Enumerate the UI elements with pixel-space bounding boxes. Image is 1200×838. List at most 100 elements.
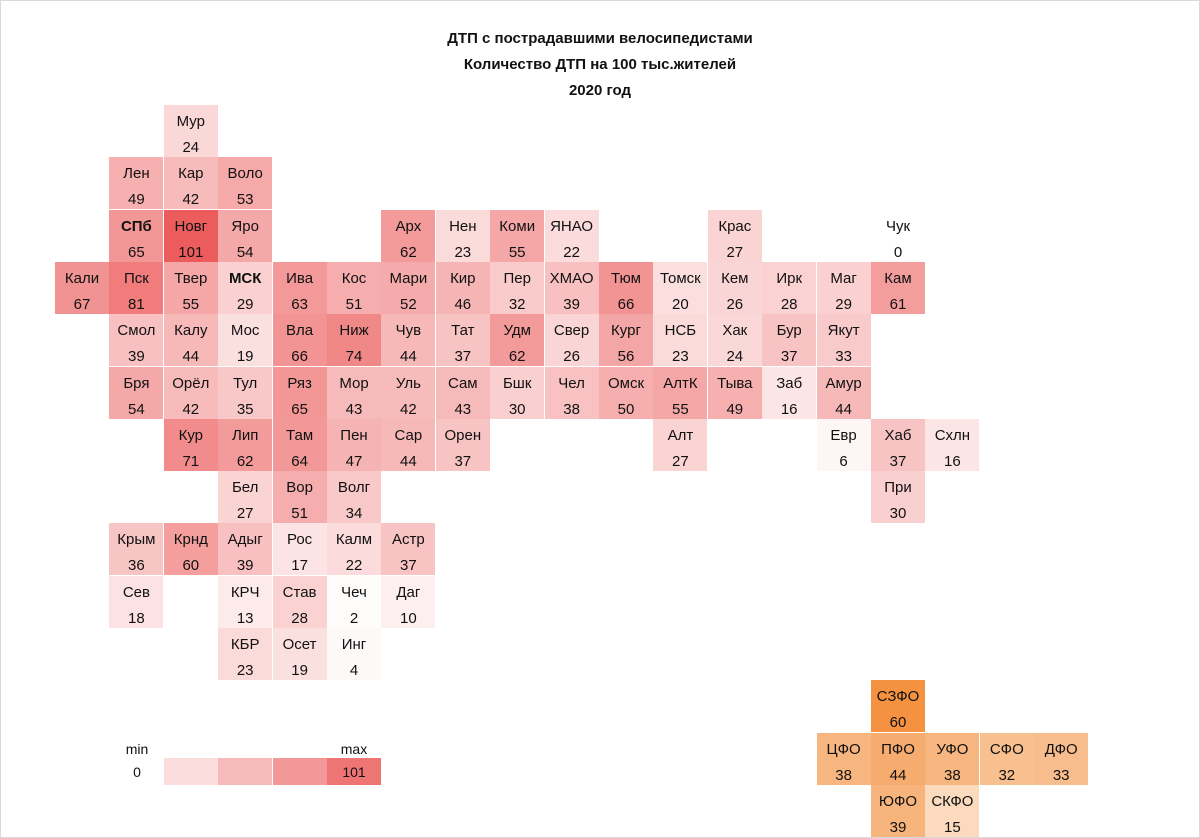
region-tile-value: 29 (236, 295, 254, 313)
region-tile: Пск 81 (109, 261, 164, 314)
region-tile-value: 81 (128, 295, 145, 313)
region-tile-label: Ива (286, 269, 314, 287)
region-tile: Нен 23 (435, 209, 490, 262)
region-tile-value: 0 (893, 243, 903, 261)
region-tile-label: Бел (231, 479, 259, 497)
region-tile-value: 53 (236, 191, 254, 209)
federal-district-tile-label: ЦФО (826, 740, 861, 758)
region-tile-label: Бшк (502, 374, 532, 392)
region-tile: Удм 62 (490, 314, 545, 367)
federal-district-tile: ЦФО 38 (816, 732, 871, 785)
region-tile: Кос 51 (327, 261, 381, 314)
region-tile: Чеч 2 (327, 575, 381, 628)
region-tile-label: Сев (122, 583, 150, 601)
region-tile-label: Чеч (341, 583, 367, 601)
region-tile-value: 65 (291, 400, 308, 418)
region-tile-value: 27 (672, 452, 689, 470)
region-tile-value: 42 (182, 400, 200, 418)
region-tile: Тат 37 (435, 314, 490, 367)
federal-district-tile-label: СКФО (931, 792, 974, 810)
region-tile-label: Маг (830, 269, 857, 287)
chart-title: ДТП с пострадавшими велосипедистами (447, 30, 753, 47)
federal-district-tile-value: 60 (889, 714, 907, 732)
region-tile-label: Смол (117, 322, 156, 340)
federal-district-tile-value: 33 (1052, 766, 1070, 784)
region-tile: Бур 37 (762, 314, 817, 367)
federal-district-tile-label: СФО (989, 740, 1024, 758)
region-tile: Осет 19 (272, 628, 327, 680)
region-tile-label: Вла (286, 322, 314, 340)
chart-year: 2020 год (568, 82, 632, 99)
region-tile-label: Кург (611, 322, 641, 340)
region-tile-label: Хаб (884, 426, 912, 444)
region-tile: Сам 43 (435, 366, 490, 419)
region-tile-label: Ряз (287, 374, 312, 392)
region-tile-label: ЯНАО (550, 217, 594, 235)
region-tile: Ирк 28 (762, 261, 817, 314)
federal-district-tile: ЮФО 39 (871, 784, 925, 837)
region-tile-value: 37 (780, 348, 798, 366)
federal-district-tile: СКФО 15 (925, 784, 980, 837)
region-tile-label: Амур (825, 374, 862, 392)
region-tile-label: Адыг (227, 531, 263, 549)
region-tile-label: Схлн (934, 426, 971, 444)
region-tile-label: Тюм (611, 269, 641, 287)
region-tile-label: Заб (776, 374, 803, 392)
region-tile-value: 56 (617, 348, 635, 366)
region-tile-value: 17 (291, 557, 308, 575)
region-tile: Кар 42 (163, 157, 218, 210)
region-tile: Кем 26 (707, 261, 762, 314)
region-tile-value: 10 (400, 609, 417, 627)
region-tile: Тул 35 (218, 366, 273, 419)
region-tile-label: Крнд (173, 531, 208, 549)
region-tile: НСБ 23 (653, 314, 708, 367)
region-tile-label: Крас (718, 217, 752, 235)
region-tile-value: 64 (291, 452, 308, 470)
federal-district-tile-label: ЮФО (878, 792, 918, 810)
region-tile-value: 13 (236, 609, 254, 627)
region-tile-label: Пер (503, 269, 531, 287)
region-tile-label: Кам (884, 269, 912, 287)
federal-district-tile: ДФО 33 (1034, 732, 1089, 785)
region-tile-label: Орёл (172, 374, 210, 392)
region-tile-label: Томск (660, 269, 701, 287)
region-tile-value: 16 (944, 452, 961, 470)
region-tile: Орен 37 (435, 418, 490, 471)
region-tile: Заб 16 (762, 366, 817, 419)
region-tile-label: Коми (499, 217, 536, 235)
region-tile-value: 71 (182, 452, 200, 470)
region-tile-label: НСБ (664, 322, 697, 340)
region-tile: Кали 67 (55, 261, 109, 314)
region-tile: Крнд 60 (163, 523, 218, 576)
region-tile: Схлн 16 (925, 418, 980, 471)
region-tile: Кам 61 (871, 261, 925, 314)
region-tile-label: Кос (341, 269, 367, 287)
region-tile: Бел 27 (218, 471, 273, 524)
region-tile: Мур 24 (163, 105, 218, 157)
region-tile: Бря 54 (109, 366, 164, 419)
region-tile-value: 30 (508, 400, 526, 418)
legend-color-step (218, 758, 273, 785)
region-tile-label: Уль (395, 374, 421, 392)
region-tile: Вор 51 (272, 471, 327, 524)
region-tile-value: 101 (178, 243, 204, 261)
region-tile: КРЧ 13 (218, 575, 273, 628)
federal-district-tile-label: СЗФО (876, 688, 920, 706)
region-tile: Ряз 65 (272, 366, 327, 419)
region-tile-value: 30 (889, 505, 907, 523)
legend-color-step (327, 758, 382, 785)
region-tile-label: СПб (120, 217, 152, 235)
federal-district-tile-value: 44 (889, 766, 907, 784)
region-tile-label: Евр (830, 426, 857, 444)
region-tile-value: 43 (345, 400, 363, 418)
region-tile: Волг 34 (327, 471, 381, 524)
region-tile-value: 20 (672, 295, 689, 313)
region-tile-label: Чел (558, 374, 585, 392)
region-tile-value: 55 (672, 400, 689, 418)
region-tile-value: 6 (839, 452, 848, 470)
region-tile: ХМАО 39 (544, 261, 599, 314)
region-tile-value: 23 (454, 243, 472, 261)
region-tile: Крым 36 (109, 523, 164, 576)
